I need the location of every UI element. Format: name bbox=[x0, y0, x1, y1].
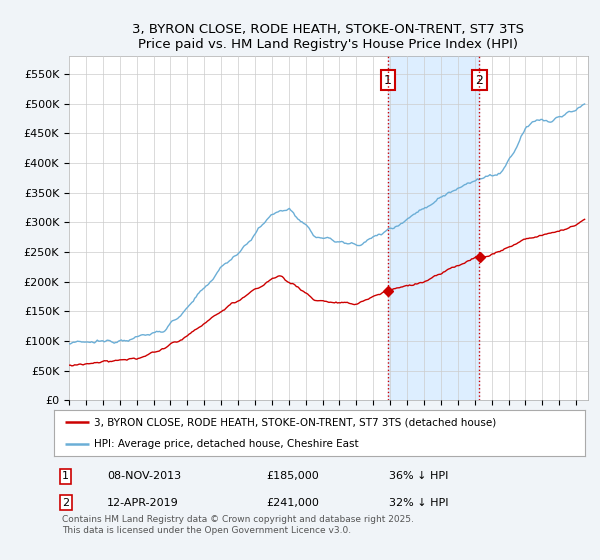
Bar bbox=[388, 56, 479, 400]
Text: 1: 1 bbox=[62, 471, 69, 481]
Text: 2: 2 bbox=[476, 73, 484, 87]
Text: 08-NOV-2013: 08-NOV-2013 bbox=[107, 471, 181, 481]
Text: 1: 1 bbox=[384, 73, 392, 87]
Text: Contains HM Land Registry data © Crown copyright and database right 2025.
This d: Contains HM Land Registry data © Crown c… bbox=[62, 515, 414, 535]
Text: £185,000: £185,000 bbox=[266, 471, 319, 481]
Text: 2: 2 bbox=[62, 497, 69, 507]
Text: 12-APR-2019: 12-APR-2019 bbox=[107, 497, 179, 507]
Text: HPI: Average price, detached house, Cheshire East: HPI: Average price, detached house, Ches… bbox=[94, 439, 358, 449]
Text: £241,000: £241,000 bbox=[266, 497, 319, 507]
Text: 3, BYRON CLOSE, RODE HEATH, STOKE-ON-TRENT, ST7 3TS (detached house): 3, BYRON CLOSE, RODE HEATH, STOKE-ON-TRE… bbox=[94, 417, 496, 427]
Text: 32% ↓ HPI: 32% ↓ HPI bbox=[389, 497, 448, 507]
Title: 3, BYRON CLOSE, RODE HEATH, STOKE-ON-TRENT, ST7 3TS
Price paid vs. HM Land Regis: 3, BYRON CLOSE, RODE HEATH, STOKE-ON-TRE… bbox=[133, 22, 524, 50]
Text: 36% ↓ HPI: 36% ↓ HPI bbox=[389, 471, 448, 481]
